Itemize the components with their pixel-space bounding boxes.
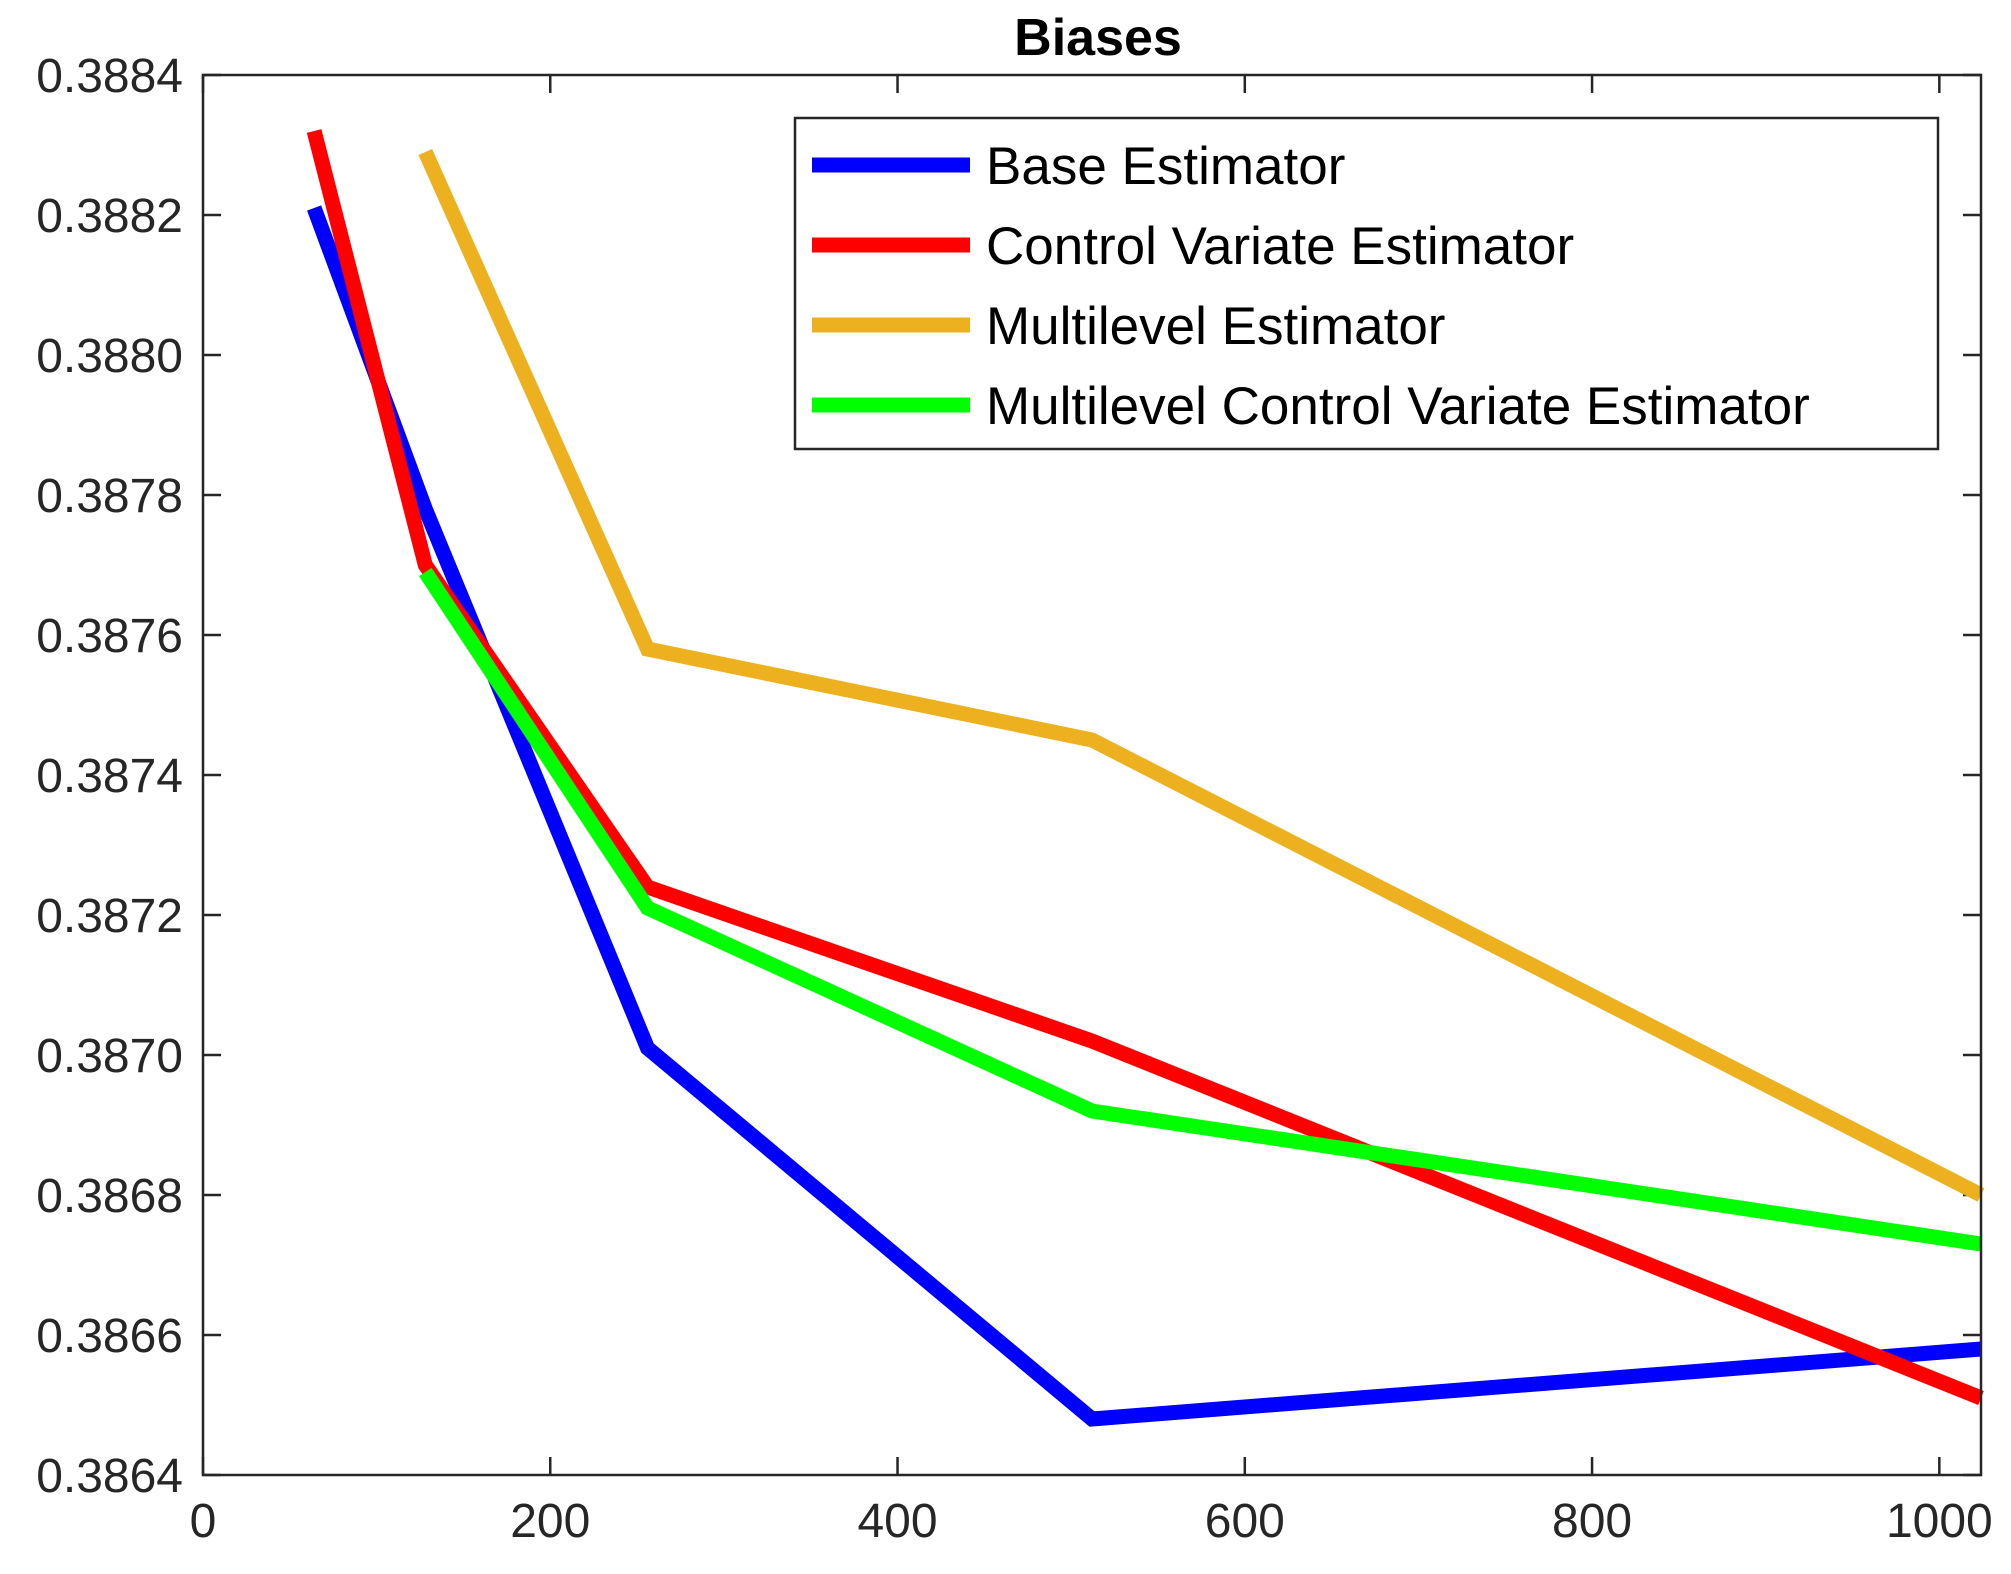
y-tick-label: 0.3872 (36, 890, 183, 943)
series-lines (306, 129, 1985, 1427)
x-tick-label: 1000 (1886, 1495, 1993, 1548)
x-tick-label: 0 (190, 1495, 217, 1548)
y-tick-label: 0.3878 (36, 470, 183, 523)
y-tick-label: 0.3884 (36, 50, 183, 103)
legend-label-control-variate-estimator: Control Variate Estimator (986, 217, 1574, 276)
x-tick-label: 800 (1552, 1495, 1632, 1548)
y-tick-label: 0.3874 (36, 750, 183, 803)
legend-label-multilevel-control-variate-estimator: Multilevel Control Variate Estimator (986, 377, 1810, 436)
y-tick-label: 0.3868 (36, 1170, 183, 1223)
axis-ticks (201, 73, 1981, 1477)
y-tick-label: 0.3876 (36, 610, 183, 663)
legend-label-base-estimator: Base Estimator (986, 137, 1345, 196)
y-tick-label: 0.3864 (36, 1450, 183, 1503)
legend-box (793, 116, 1940, 451)
y-tick-label: 0.3882 (36, 190, 183, 243)
series-line-multilevel-estimator (418, 148, 1985, 1202)
legend-label-multilevel-estimator: Multilevel Estimator (986, 297, 1445, 356)
y-tick-label: 0.3870 (36, 1030, 183, 1083)
axes-box (201, 73, 1983, 1477)
x-tick-label: 600 (1205, 1495, 1285, 1548)
chart-title: Biases (1014, 9, 1182, 67)
series-line-multilevel-control-variate-estimator (419, 567, 1983, 1252)
axis-tick-labels: 0 200 400 600 800 1000 0.3864 0.3866 0.3868 0.387… (36, 50, 1993, 1548)
y-tick-label: 0.3880 (36, 330, 183, 383)
legend: Base Estimator Control Variate Estimator M… (793, 116, 1940, 451)
x-tick-label: 200 (510, 1495, 590, 1548)
y-tick-label: 0.3866 (36, 1310, 183, 1363)
x-tick-label: 400 (857, 1495, 937, 1548)
